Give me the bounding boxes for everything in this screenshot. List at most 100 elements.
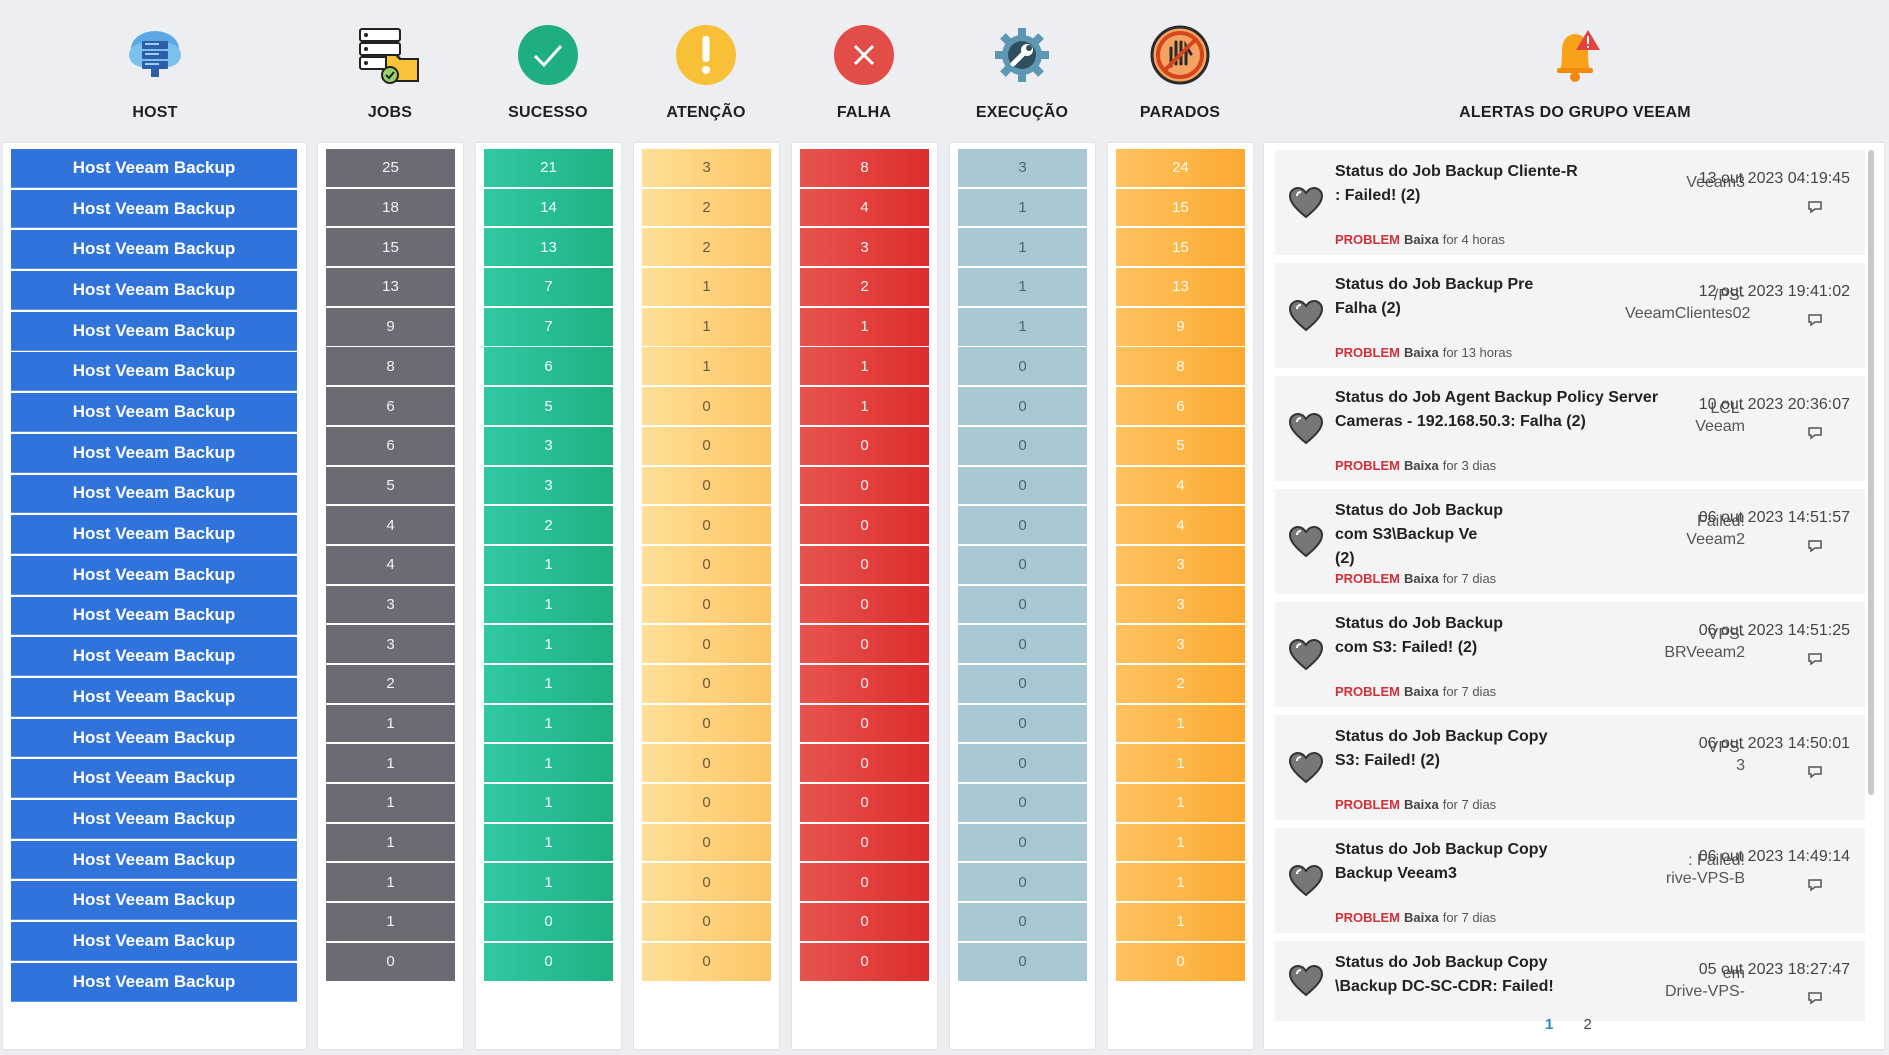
execucao-cell[interactable]: 0 [958, 823, 1087, 862]
sucesso-cell[interactable]: 7 [484, 268, 613, 306]
jobs-cell[interactable]: 1 [326, 823, 455, 862]
atencao-cell[interactable]: 0 [642, 823, 771, 862]
host-cell[interactable]: Host Veeam Backup [11, 800, 297, 839]
atencao-cell[interactable]: 2 [642, 228, 771, 267]
jobs-cell[interactable]: 6 [326, 426, 455, 465]
jobs-cell[interactable]: 9 [326, 307, 455, 346]
falha-cell[interactable]: 0 [800, 784, 929, 822]
falha-cell[interactable]: 8 [800, 149, 929, 187]
execucao-cell[interactable]: 0 [958, 506, 1087, 544]
parados-cell[interactable]: 3 [1116, 585, 1245, 624]
sucesso-cell[interactable]: 3 [484, 426, 613, 465]
alert-item[interactable]: Status do Job Backup Cliente-R : Failed!… [1275, 150, 1865, 255]
parados-cell[interactable]: 1 [1116, 704, 1245, 743]
jobs-cell[interactable]: 5 [326, 466, 455, 505]
heart-icon[interactable] [1288, 964, 1324, 997]
heart-icon[interactable] [1288, 638, 1324, 671]
sucesso-cell[interactable]: 0 [484, 942, 613, 981]
host-cell[interactable]: Host Veeam Backup [11, 637, 297, 677]
atencao-cell[interactable]: 0 [642, 387, 771, 425]
parados-cell[interactable]: 1 [1116, 744, 1245, 783]
sucesso-cell[interactable]: 13 [484, 228, 613, 267]
sucesso-cell[interactable]: 1 [484, 784, 613, 822]
falha-cell[interactable]: 0 [800, 863, 929, 902]
falha-cell[interactable]: 3 [800, 228, 929, 267]
falha-cell[interactable]: 0 [800, 903, 929, 941]
jobs-cell[interactable]: 1 [326, 903, 455, 941]
comment-icon[interactable] [1807, 313, 1825, 327]
parados-cell[interactable]: 1 [1116, 863, 1245, 902]
parados-cell[interactable]: 5 [1116, 426, 1245, 465]
parados-cell[interactable]: 1 [1116, 903, 1245, 941]
heart-icon[interactable] [1288, 412, 1324, 445]
parados-cell[interactable]: 4 [1116, 466, 1245, 505]
falha-cell[interactable]: 0 [800, 466, 929, 505]
alert-item[interactable]: Status do Job Backup Copy \Backup DC-SC-… [1275, 941, 1865, 1021]
execucao-cell[interactable]: 3 [958, 149, 1087, 187]
execucao-cell[interactable]: 0 [958, 387, 1087, 425]
jobs-cell[interactable]: 0 [326, 942, 455, 981]
comment-icon[interactable] [1807, 200, 1825, 214]
comment-icon[interactable] [1807, 991, 1825, 1005]
comment-icon[interactable] [1807, 426, 1825, 440]
falha-cell[interactable]: 4 [800, 188, 929, 227]
falha-cell[interactable]: 0 [800, 744, 929, 783]
parados-cell[interactable]: 4 [1116, 506, 1245, 544]
host-cell[interactable]: Host Veeam Backup [11, 474, 297, 514]
host-cell[interactable]: Host Veeam Backup [11, 393, 297, 432]
host-cell[interactable]: Host Veeam Backup [11, 271, 297, 310]
parados-cell[interactable]: 2 [1116, 664, 1245, 703]
parados-cell[interactable]: 15 [1116, 188, 1245, 227]
jobs-cell[interactable]: 4 [326, 506, 455, 544]
heart-icon[interactable] [1288, 864, 1324, 897]
host-cell[interactable]: Host Veeam Backup [11, 515, 297, 554]
atencao-cell[interactable]: 0 [642, 545, 771, 584]
host-cell[interactable]: Host Veeam Backup [11, 189, 297, 229]
atencao-cell[interactable]: 1 [642, 347, 771, 386]
jobs-cell[interactable]: 3 [326, 625, 455, 664]
sucesso-cell[interactable]: 1 [484, 545, 613, 584]
atencao-cell[interactable]: 0 [642, 704, 771, 743]
jobs-cell[interactable]: 2 [326, 664, 455, 703]
alert-item[interactable]: Status do Job Backup Copy Backup Veeam3:… [1275, 828, 1865, 933]
falha-cell[interactable]: 0 [800, 545, 929, 584]
falha-cell[interactable]: 0 [800, 625, 929, 664]
parados-cell[interactable]: 9 [1116, 307, 1245, 346]
comment-icon[interactable] [1807, 878, 1825, 892]
page-1-link[interactable]: 1 [1545, 1016, 1554, 1033]
host-cell[interactable]: Host Veeam Backup [11, 840, 297, 880]
jobs-cell[interactable]: 13 [326, 268, 455, 306]
heart-icon[interactable] [1288, 751, 1324, 784]
atencao-cell[interactable]: 0 [642, 744, 771, 783]
execucao-cell[interactable]: 0 [958, 903, 1087, 941]
host-cell[interactable]: Host Veeam Backup [11, 677, 297, 717]
host-cell[interactable]: Host Veeam Backup [11, 881, 297, 921]
jobs-cell[interactable]: 18 [326, 188, 455, 227]
atencao-cell[interactable]: 0 [642, 903, 771, 941]
jobs-cell[interactable]: 25 [326, 149, 455, 187]
falha-cell[interactable]: 0 [800, 506, 929, 544]
jobs-cell[interactable]: 1 [326, 744, 455, 783]
falha-cell[interactable]: 1 [800, 387, 929, 425]
parados-cell[interactable]: 15 [1116, 228, 1245, 267]
heart-icon[interactable] [1288, 186, 1324, 219]
falha-cell[interactable]: 0 [800, 664, 929, 703]
parados-cell[interactable]: 6 [1116, 387, 1245, 425]
sucesso-cell[interactable]: 21 [484, 149, 613, 187]
host-cell[interactable]: Host Veeam Backup [11, 922, 297, 961]
alert-item[interactable]: Status do Job Backup com S3\Backup Ve (2… [1275, 489, 1865, 594]
atencao-cell[interactable]: 1 [642, 307, 771, 346]
sucesso-cell[interactable]: 1 [484, 664, 613, 703]
atencao-cell[interactable]: 2 [642, 188, 771, 227]
execucao-cell[interactable]: 0 [958, 744, 1087, 783]
comment-icon[interactable] [1807, 539, 1825, 553]
sucesso-cell[interactable]: 0 [484, 903, 613, 941]
jobs-cell[interactable]: 15 [326, 228, 455, 267]
falha-cell[interactable]: 1 [800, 307, 929, 346]
atencao-cell[interactable]: 1 [642, 268, 771, 306]
sucesso-cell[interactable]: 1 [484, 823, 613, 862]
execucao-cell[interactable]: 1 [958, 188, 1087, 227]
atencao-cell[interactable]: 0 [642, 942, 771, 981]
alert-item[interactable]: Status do Job Backup Copy S3: Failed! (2… [1275, 715, 1865, 820]
execucao-cell[interactable]: 0 [958, 585, 1087, 624]
